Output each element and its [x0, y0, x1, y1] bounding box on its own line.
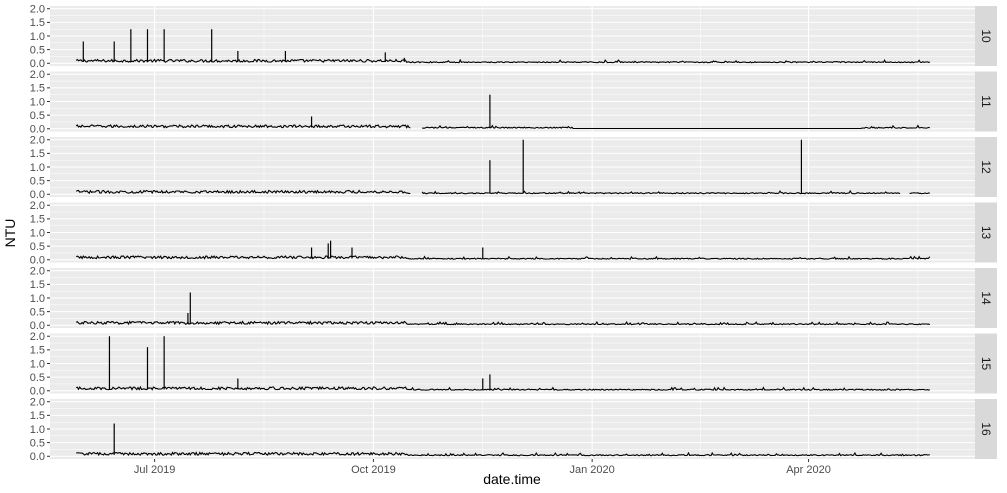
panel-10-y-tick-label: 1.0	[30, 31, 45, 43]
panel-10-y-tick-label: 0.0	[30, 58, 45, 70]
panel-10-strip-label: 10	[979, 29, 993, 43]
panel-14-y-tick-label: 2.0	[30, 266, 45, 278]
panel-12-y-tick-label: 1.5	[30, 148, 45, 160]
panel-13-y-tick-label: 2.0	[30, 200, 45, 212]
panel-15-y-tick-label: 1.0	[30, 358, 45, 370]
panel-12-y-tick-label: 0.5	[30, 175, 45, 187]
panel-10-y-tick-label: 0.5	[30, 44, 45, 56]
panel-10-y-tick-label: 2.0	[30, 4, 45, 16]
x-axis-title: date.time	[483, 471, 541, 487]
panel-15-strip	[975, 333, 997, 394]
panel-10-series-line	[75, 58, 931, 64]
panel-12-y-tick-label: 1.0	[30, 162, 45, 174]
panel-16-y-tick-label: 2.0	[30, 397, 45, 409]
panel-12-series-line	[75, 189, 930, 195]
panel-14-y-tick-label: 1.0	[30, 293, 45, 305]
panel-11-y-tick-label: 2.0	[30, 69, 45, 81]
panel-13-y-tick-label: 1.5	[30, 214, 45, 226]
x-tick-label: Jan 2020	[570, 464, 615, 476]
panel-13-y-tick-label: 0.5	[30, 241, 45, 253]
panel-14-y-tick-label: 1.5	[30, 279, 45, 291]
panel-16-y-tick-label: 1.0	[30, 424, 45, 436]
panel-11-y-tick-label: 0.0	[30, 124, 45, 136]
panel-12-y-tick-label: 2.0	[30, 135, 45, 147]
y-axis-title: NTU	[2, 219, 18, 248]
panel-11-y-tick-label: 1.0	[30, 96, 45, 108]
panel-15-y-tick-label: 0.5	[30, 372, 45, 384]
panel-16-strip	[975, 399, 997, 459]
panel-13-y-tick-label: 1.0	[30, 227, 45, 239]
panel-13-strip	[975, 202, 997, 263]
panel-15-strip-label: 15	[979, 357, 993, 371]
panel-13-strip-label: 13	[979, 226, 993, 240]
panel-14-series-line	[75, 320, 931, 326]
panel-15-y-tick-label: 1.5	[30, 345, 45, 357]
panel-14-y-tick-label: 0.5	[30, 306, 45, 318]
panel-14-y-tick-label: 0.0	[30, 320, 45, 332]
panel-11-strip-label: 11	[979, 95, 993, 108]
panel-12-strip-label: 12	[979, 160, 993, 174]
panel-11-strip	[975, 71, 997, 132]
panel-15-series-line	[76, 385, 931, 392]
panel-12-y-tick-label: 0.0	[30, 189, 45, 201]
x-tick-label: Jul 2019	[134, 464, 176, 476]
panel-16-strip-label: 16	[979, 422, 993, 436]
panel-14-strip-label: 14	[979, 291, 993, 305]
panel-13-y-tick-label: 0.0	[30, 255, 45, 267]
panel-12-strip	[975, 137, 997, 197]
panel-16-series-line	[76, 451, 930, 457]
panel-10-strip	[975, 6, 997, 66]
panel-15-y-tick-label: 2.0	[30, 331, 45, 343]
x-tick-label: Oct 2019	[351, 464, 396, 476]
x-tick-label: Apr 2020	[786, 464, 831, 476]
panel-11-series-line	[75, 124, 930, 130]
panel-16-y-tick-label: 1.5	[30, 410, 45, 422]
panel-13-series-line	[75, 254, 931, 261]
panel-16-y-tick-label: 0.0	[30, 451, 45, 463]
panel-10-y-tick-label: 1.5	[30, 17, 45, 29]
panel-11-y-tick-label: 0.5	[30, 110, 45, 122]
panel-16-y-tick-label: 0.5	[30, 437, 45, 449]
panel-15-y-tick-label: 0.0	[30, 386, 45, 398]
panel-11-y-tick-label: 1.5	[30, 83, 45, 95]
panel-14-strip	[975, 268, 997, 328]
